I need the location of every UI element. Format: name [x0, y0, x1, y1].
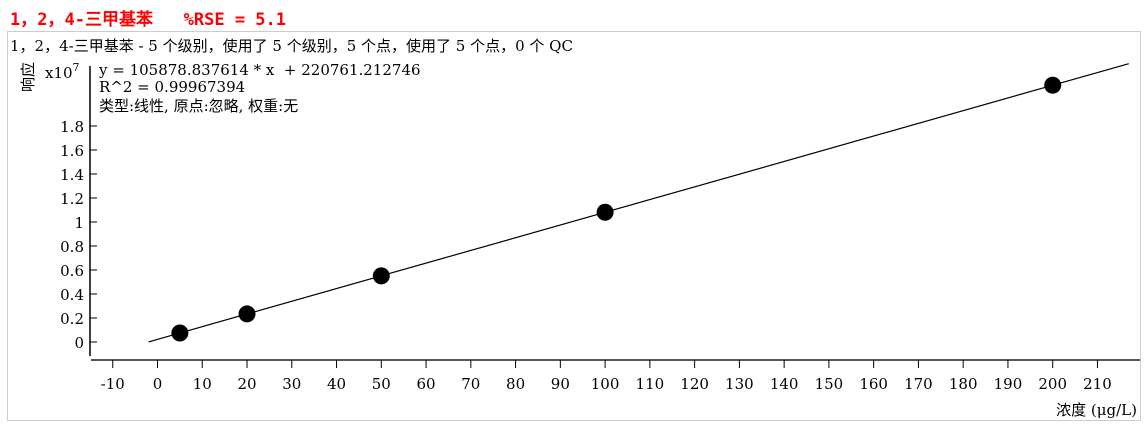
- x-tick-label: 120: [680, 375, 709, 393]
- x-tick-label: 210: [1083, 375, 1112, 393]
- y-tick-label: 1.2: [60, 190, 84, 208]
- x-tick-label: 130: [725, 375, 754, 393]
- x-tick-label: 30: [282, 375, 301, 393]
- data-point: [171, 324, 189, 342]
- y-tick-label: 1.8: [60, 118, 84, 136]
- x-tick-label: 40: [327, 375, 346, 393]
- x-tick-label: 60: [417, 375, 436, 393]
- fit-line: [148, 63, 1129, 343]
- x-tick-label: 160: [859, 375, 888, 393]
- x-tick-label: 100: [591, 375, 620, 393]
- fit-info: 类型:线性, 原点:忽略, 权重:无: [99, 97, 298, 115]
- x-tick-label: 170: [904, 375, 933, 393]
- y-axis-label: 响应: [19, 62, 37, 92]
- data-point: [372, 267, 390, 285]
- r-squared: R^2 = 0.99967394: [99, 78, 245, 96]
- x-tick-label: 70: [461, 375, 480, 393]
- data-point: [596, 203, 614, 221]
- y-tick-label: 0.6: [60, 262, 84, 280]
- y-tick-label: 0.2: [60, 310, 84, 328]
- x-tick-label: 90: [551, 375, 570, 393]
- x-tick-label: 140: [770, 375, 799, 393]
- y-tick-label: 1.6: [60, 142, 84, 160]
- chart-subtitle: 1，2，4-三甲基苯 - 5 个级别，使用了 5 个级别，5 个点，使用了 5 …: [10, 37, 573, 55]
- chart-title: 1，2，4-三甲基苯 %RSE = 5.1: [10, 10, 286, 30]
- x-tick-label: 200: [1038, 375, 1067, 393]
- y-tick-label: 0: [74, 334, 84, 352]
- x-tick-label: 50: [372, 375, 391, 393]
- x-tick-label: 10: [193, 375, 212, 393]
- x-axis-label: 浓度 (μg/L): [1056, 401, 1137, 419]
- x-tick-label: 190: [994, 375, 1023, 393]
- y-tick-label: 1: [74, 214, 84, 232]
- y-multiplier: x107: [45, 61, 80, 82]
- x-tick-label: -10: [101, 375, 125, 393]
- x-tick-label: 20: [237, 375, 256, 393]
- x-tick-label: 0: [153, 375, 163, 393]
- y-tick-label: 0.8: [60, 238, 84, 256]
- x-tick-label: 150: [815, 375, 844, 393]
- y-tick-label: 0.4: [60, 286, 84, 304]
- x-tick-label: 110: [636, 375, 665, 393]
- x-tick-label: 180: [949, 375, 978, 393]
- chart-frame: [7, 31, 1141, 421]
- data-point: [1044, 76, 1062, 94]
- y-tick-label: 1.4: [60, 166, 84, 184]
- fit-equation: y = 105878.837614 * x + 220761.212746: [98, 61, 421, 79]
- x-tick-label: 80: [506, 375, 525, 393]
- data-point: [238, 305, 256, 323]
